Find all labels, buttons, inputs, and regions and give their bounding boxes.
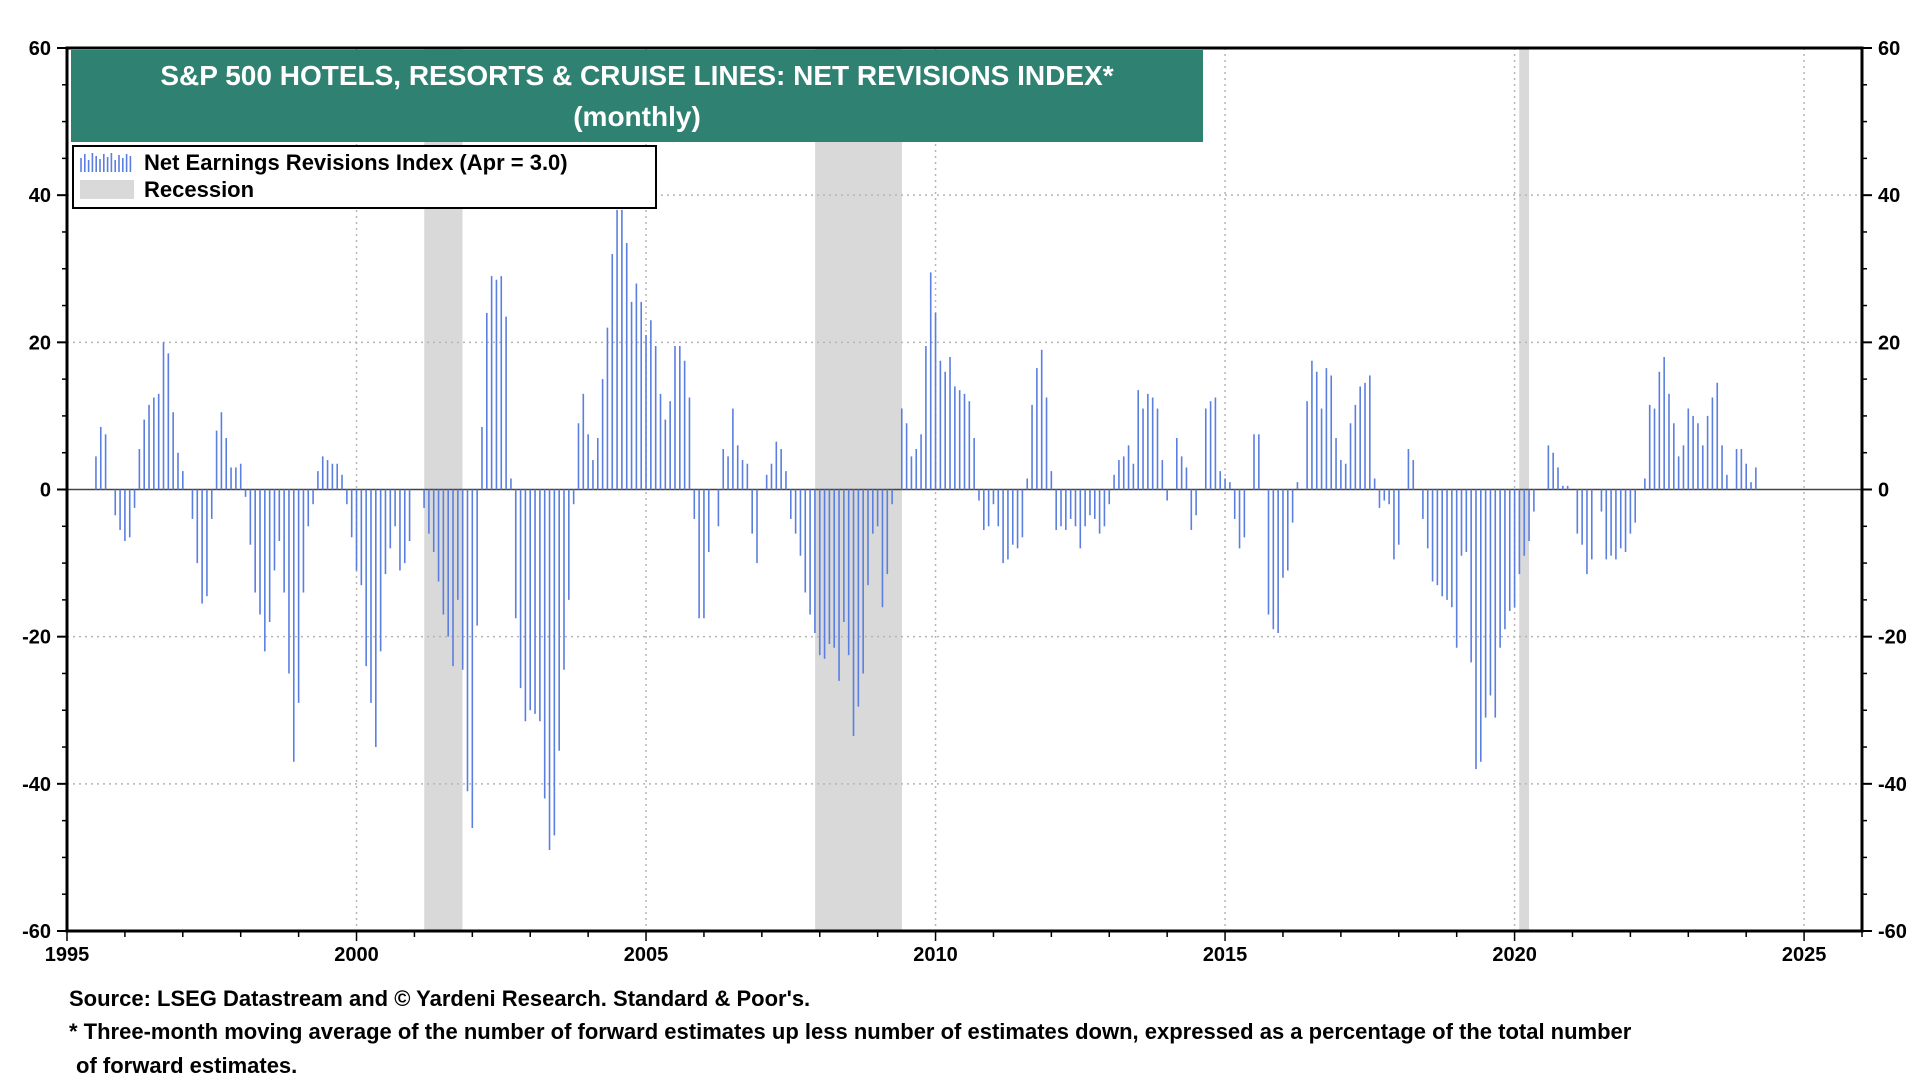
x-tick-label: 2010 <box>913 944 958 966</box>
legend-recession-swatch <box>80 180 134 199</box>
left-tick-label: -20 <box>22 627 51 649</box>
right-tick-label: -20 <box>1878 627 1907 649</box>
right-tick-label: 20 <box>1878 332 1900 354</box>
right-tick-label: -60 <box>1878 921 1907 943</box>
right-tick-label: 60 <box>1878 38 1900 60</box>
right-tick-label: 0 <box>1878 480 1889 502</box>
gridlines <box>67 48 1862 931</box>
footer: Source: LSEG Datastream and © Yardeni Re… <box>69 986 1632 1078</box>
legend-bars-swatch <box>80 153 132 172</box>
x-tick-label: 2015 <box>1203 944 1248 966</box>
left-tick-label: -60 <box>22 921 51 943</box>
revision-bars <box>95 209 1757 851</box>
footnote-line-1: * Three-month moving average of the numb… <box>69 1019 1632 1044</box>
left-tick-label: -40 <box>22 774 51 796</box>
legend: Net Earnings Revisions Index (Apr = 3.0)… <box>72 145 657 209</box>
x-tick-label: 2025 <box>1782 944 1827 966</box>
x-axis: 1995 2000 2005 2010 2015 2020 2025 <box>45 931 1863 966</box>
title-background <box>71 50 1203 142</box>
left-tick-label: 0 <box>40 480 51 502</box>
chart-title: S&P 500 HOTELS, RESORTS & CRUISE LINES: … <box>160 60 1113 91</box>
x-tick-label: 2005 <box>624 944 669 966</box>
left-y-axis: -60 -40 -20 0 20 40 60 <box>22 38 67 943</box>
footnote-line-2: of forward estimates. <box>76 1053 297 1078</box>
left-tick-label: 40 <box>29 185 51 207</box>
x-tick-label: 2000 <box>334 944 379 966</box>
right-tick-label: -40 <box>1878 774 1907 796</box>
left-tick-label: 60 <box>29 38 51 60</box>
legend-label-recession: Recession <box>144 177 254 202</box>
x-tick-label: 1995 <box>45 944 90 966</box>
x-tick-label: 2020 <box>1492 944 1537 966</box>
title-box: S&P 500 HOTELS, RESORTS & CRUISE LINES: … <box>71 50 1203 142</box>
legend-box <box>72 145 657 209</box>
legend-label-bars: Net Earnings Revisions Index (Apr = 3.0) <box>144 150 568 175</box>
right-tick-label: 40 <box>1878 185 1900 207</box>
left-tick-label: 20 <box>29 332 51 354</box>
right-y-axis: -60 -40 -20 0 20 40 60 <box>1862 38 1907 943</box>
chart-subtitle: (monthly) <box>573 101 701 132</box>
source-note: Source: LSEG Datastream and © Yardeni Re… <box>69 986 810 1011</box>
